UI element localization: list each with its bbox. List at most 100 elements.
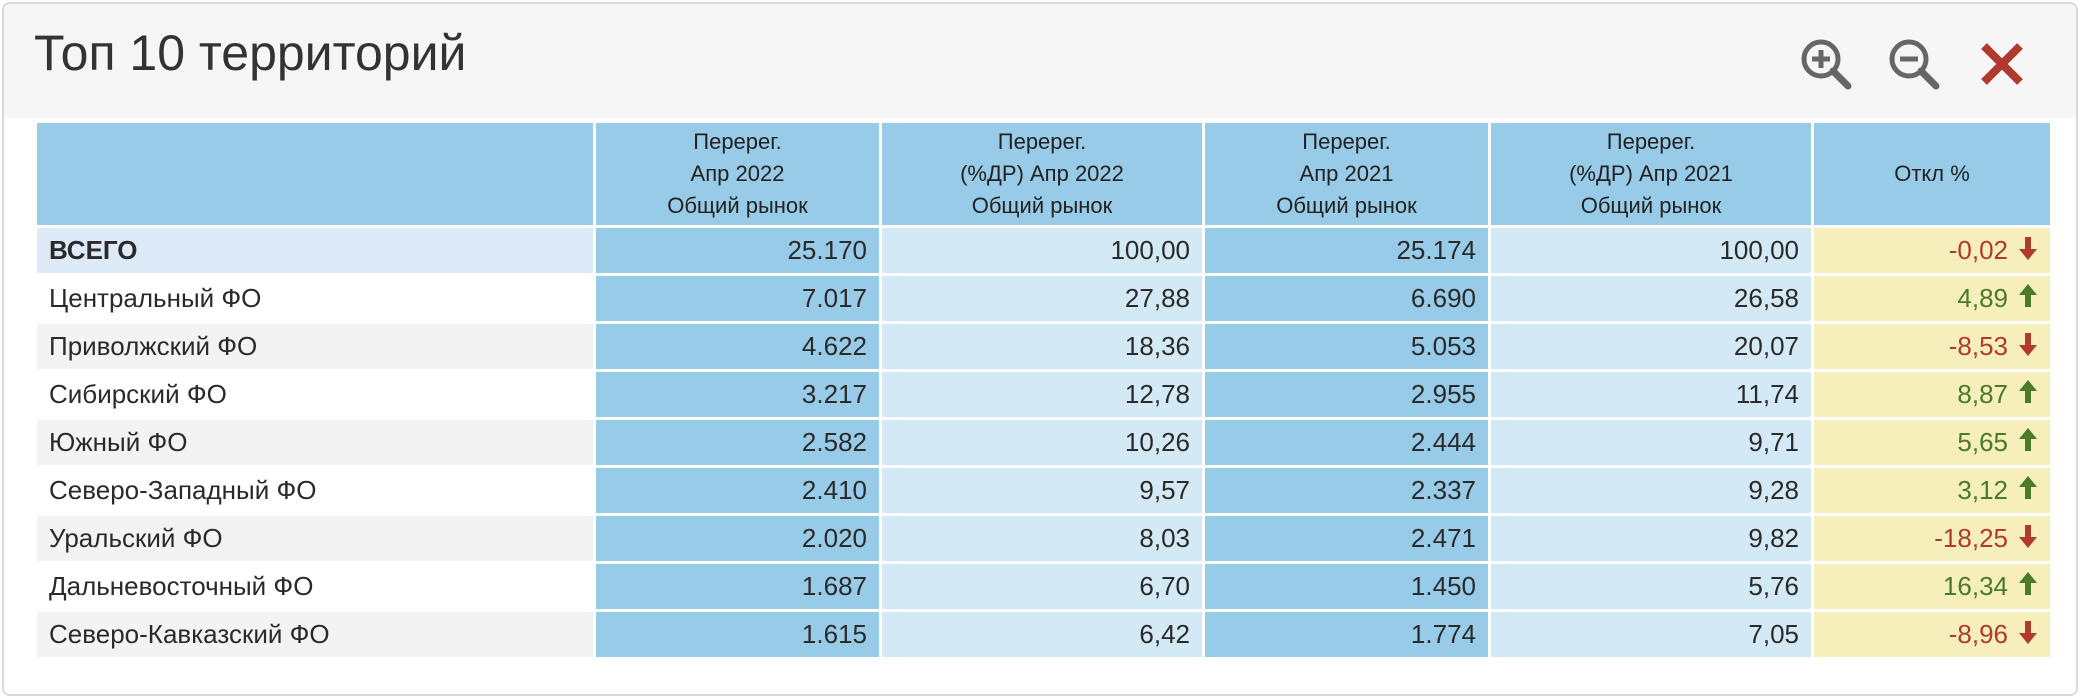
table-row[interactable]: Северо-Западный ФО 2.410 9,57 2.337 9,28 3,12: [37, 468, 2050, 513]
value-cell-v1: 1.687: [596, 564, 879, 609]
table-row[interactable]: Сибирский ФО 3.217 12,78 2.955 11,74 8,87: [37, 372, 2050, 417]
value-cell-v3: 25.174: [1205, 228, 1488, 273]
column-header-line2: Апр 2021: [1299, 161, 1394, 186]
column-header-1[interactable]: Перерег. Апр 2022 Общий рынок: [596, 123, 879, 225]
deviation-cell: -18,25: [1814, 516, 2050, 561]
deviation-value: -18,25: [1934, 523, 2008, 553]
value-cell-v4: 11,74: [1491, 372, 1811, 417]
value-cell-v3: 1.774: [1205, 612, 1488, 657]
column-header-5[interactable]: Откл %: [1814, 123, 2050, 225]
arrow-down-icon: [2018, 235, 2038, 261]
zoom-out-button[interactable]: [1884, 34, 1944, 94]
column-header-line1: [49, 126, 581, 158]
value-cell-v2: 100,00: [882, 228, 1202, 273]
arrow-up-icon: [2018, 379, 2038, 405]
value-cell-v3: 5.053: [1205, 324, 1488, 369]
value-cell-v2: 18,36: [882, 324, 1202, 369]
value-cell-v3: 2.444: [1205, 420, 1488, 465]
value-cell-v2: 6,70: [882, 564, 1202, 609]
value-cell-v3: 2.471: [1205, 516, 1488, 561]
column-header-line3: [1826, 190, 2038, 222]
value-cell-v3: 2.337: [1205, 468, 1488, 513]
value-cell-v2: 8,03: [882, 516, 1202, 561]
value-cell-v4: 100,00: [1491, 228, 1811, 273]
zoom-out-icon: [1889, 39, 1940, 90]
value-cell-v1: 2.410: [596, 468, 879, 513]
panel-header: Топ 10 территорий: [4, 4, 2076, 118]
deviation-value: -8,96: [1948, 619, 2008, 649]
table-row[interactable]: Северо-Кавказский ФО 1.615 6,42 1.774 7,05 -8…: [37, 612, 2050, 657]
value-cell-v4: 7,05: [1491, 612, 1811, 657]
zoom-in-icon: [1801, 39, 1852, 90]
value-cell-v1: 4.622: [596, 324, 879, 369]
territories-table: Перерег. Апр 2022 Общий рынок Перерег. (%ДР)…: [34, 120, 2053, 660]
column-header-line1: Перерег.: [1606, 129, 1696, 154]
close-button[interactable]: [1972, 34, 2032, 94]
value-cell-v3: 1.450: [1205, 564, 1488, 609]
column-header-line1: [1826, 126, 2038, 158]
territory-name: Дальневосточный ФО: [37, 564, 593, 609]
value-cell-v2: 6,42: [882, 612, 1202, 657]
value-cell-v2: 9,57: [882, 468, 1202, 513]
column-header-line2: (%ДР) Апр 2022: [960, 161, 1124, 186]
value-cell-v3: 6.690: [1205, 276, 1488, 321]
table-header-row: Перерег. Апр 2022 Общий рынок Перерег. (%ДР)…: [37, 123, 2050, 225]
table-row[interactable]: Приволжский ФО 4.622 18,36 5.053 20,07 -8,53: [37, 324, 2050, 369]
deviation-cell: 4,89: [1814, 276, 2050, 321]
column-header-line1: Перерег.: [693, 129, 782, 154]
value-cell-v2: 12,78: [882, 372, 1202, 417]
value-cell-v4: 26,58: [1491, 276, 1811, 321]
deviation-cell: -0,02: [1814, 228, 2050, 273]
value-cell-v4: 9,71: [1491, 420, 1811, 465]
deviation-cell: 5,65: [1814, 420, 2050, 465]
territory-name: Центральный ФО: [37, 276, 593, 321]
column-header-line3: Общий рынок: [1276, 193, 1417, 218]
arrow-up-icon: [2018, 283, 2038, 309]
territory-name: Южный ФО: [37, 420, 593, 465]
value-cell-v1: 7.017: [596, 276, 879, 321]
value-cell-v1: 3.217: [596, 372, 879, 417]
column-header-line3: Общий рынок: [971, 193, 1113, 218]
territory-name: Северо-Кавказский ФО: [37, 612, 593, 657]
arrow-down-icon: [2018, 331, 2038, 357]
value-cell-v2: 10,26: [882, 420, 1202, 465]
column-header-4[interactable]: Перерег. (%ДР) Апр 2021 Общий рынок: [1491, 123, 1811, 225]
column-header-3[interactable]: Перерег. Апр 2021 Общий рынок: [1205, 123, 1488, 225]
territory-name: Сибирский ФО: [37, 372, 593, 417]
column-header-2[interactable]: Перерег. (%ДР) Апр 2022 Общий рынок: [882, 123, 1202, 225]
value-cell-v1: 1.615: [596, 612, 879, 657]
table-row[interactable]: Южный ФО 2.582 10,26 2.444 9,71 5,65: [37, 420, 2050, 465]
value-cell-v1: 2.582: [596, 420, 879, 465]
value-cell-v4: 9,28: [1491, 468, 1811, 513]
value-cell-v4: 9,82: [1491, 516, 1811, 561]
value-cell-v4: 20,07: [1491, 324, 1811, 369]
territory-name: Приволжский ФО: [37, 324, 593, 369]
value-cell-v4: 5,76: [1491, 564, 1811, 609]
arrow-down-icon: [2018, 523, 2038, 549]
close-icon: [1981, 43, 2023, 85]
table-row[interactable]: Уральский ФО 2.020 8,03 2.471 9,82 -18,25: [37, 516, 2050, 561]
column-header-line3: [49, 190, 581, 222]
table-body: ВСЕГО 25.170 100,00 25.174 100,00 -0,02 Центра…: [37, 228, 2050, 657]
deviation-cell: 8,87: [1814, 372, 2050, 417]
value-cell-v3: 2.955: [1205, 372, 1488, 417]
deviation-value: 16,34: [1942, 571, 2008, 601]
deviation-cell: -8,96: [1814, 612, 2050, 657]
deviation-value: 5,65: [1957, 427, 2008, 457]
territory-name: Северо-Западный ФО: [37, 468, 593, 513]
table-row[interactable]: Центральный ФО 7.017 27,88 6.690 26,58 4,89: [37, 276, 2050, 321]
zoom-in-button[interactable]: [1796, 34, 1856, 94]
column-header-line2: [49, 158, 581, 190]
deviation-cell: 3,12: [1814, 468, 2050, 513]
table-row[interactable]: Дальневосточный ФО 1.687 6,70 1.450 5,76 16,3…: [37, 564, 2050, 609]
column-header-line2: Откл %: [1894, 161, 1970, 186]
column-header-line3: Общий рынок: [667, 193, 808, 218]
deviation-value: -8,53: [1948, 331, 2008, 361]
column-header-line3: Общий рынок: [1580, 193, 1722, 218]
deviation-value: -0,02: [1948, 235, 2008, 265]
arrow-up-icon: [2018, 427, 2038, 453]
table-row-total[interactable]: ВСЕГО 25.170 100,00 25.174 100,00 -0,02: [37, 228, 2050, 273]
column-header-0[interactable]: [37, 123, 593, 225]
column-header-line2: Апр 2022: [690, 161, 785, 186]
